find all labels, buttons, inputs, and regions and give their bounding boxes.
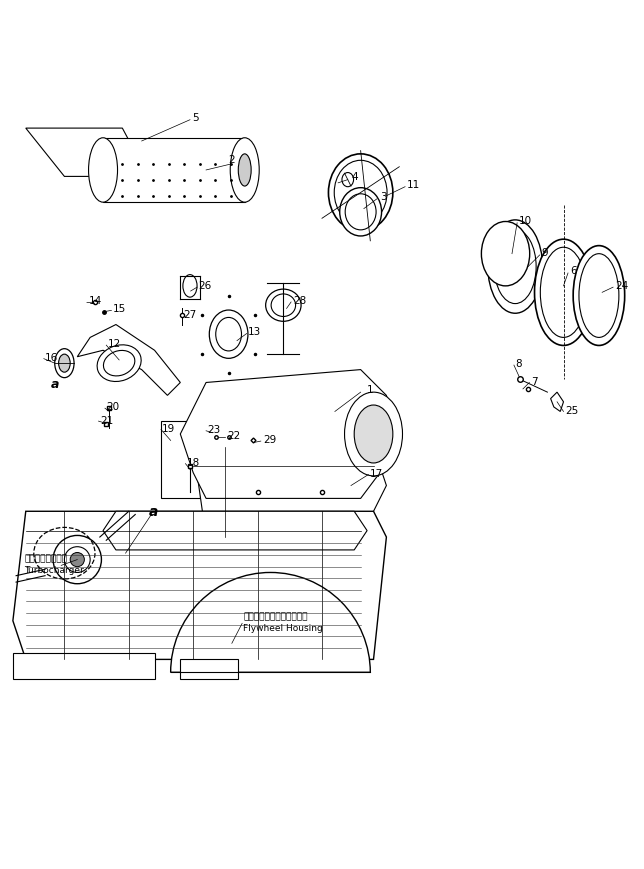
- Ellipse shape: [53, 536, 102, 584]
- Text: 3: 3: [380, 191, 386, 202]
- Ellipse shape: [507, 255, 523, 280]
- Ellipse shape: [64, 547, 90, 573]
- Ellipse shape: [540, 248, 587, 338]
- Ellipse shape: [354, 406, 393, 463]
- Text: 16: 16: [45, 352, 59, 362]
- Text: 26: 26: [198, 281, 212, 290]
- Ellipse shape: [328, 155, 393, 232]
- Polygon shape: [26, 129, 148, 177]
- Text: 20: 20: [106, 401, 119, 412]
- Text: 28: 28: [293, 295, 307, 306]
- Text: 15: 15: [113, 304, 126, 314]
- Text: 11: 11: [407, 180, 421, 190]
- Ellipse shape: [209, 311, 248, 359]
- Ellipse shape: [238, 155, 251, 187]
- Ellipse shape: [70, 553, 84, 567]
- Polygon shape: [180, 660, 238, 679]
- Ellipse shape: [216, 318, 242, 352]
- Text: 25: 25: [565, 405, 579, 415]
- Polygon shape: [551, 393, 564, 412]
- Text: フライホイールハウジング: フライホイールハウジング: [243, 612, 308, 621]
- Ellipse shape: [535, 240, 592, 346]
- Ellipse shape: [97, 345, 141, 382]
- Text: 8: 8: [515, 359, 522, 368]
- Text: 13: 13: [248, 327, 261, 336]
- Text: Turbocharger: Turbocharger: [24, 565, 84, 574]
- Text: 10: 10: [518, 216, 531, 225]
- Ellipse shape: [342, 173, 354, 188]
- Ellipse shape: [482, 222, 529, 287]
- Ellipse shape: [266, 289, 301, 322]
- Text: 17: 17: [370, 468, 384, 478]
- Polygon shape: [103, 512, 367, 550]
- Text: 27: 27: [184, 310, 197, 320]
- Ellipse shape: [345, 195, 376, 230]
- Bar: [13, 653, 155, 679]
- Text: 23: 23: [207, 424, 221, 434]
- Text: 14: 14: [89, 295, 102, 306]
- Ellipse shape: [271, 295, 296, 317]
- Ellipse shape: [104, 351, 135, 376]
- Ellipse shape: [89, 138, 118, 203]
- Text: 6: 6: [570, 265, 576, 275]
- Bar: [103, 138, 245, 203]
- Ellipse shape: [345, 393, 402, 476]
- Ellipse shape: [579, 255, 619, 338]
- Text: 21: 21: [100, 415, 113, 425]
- Wedge shape: [171, 573, 370, 673]
- Ellipse shape: [488, 221, 542, 314]
- Text: 22: 22: [227, 431, 241, 441]
- Ellipse shape: [183, 275, 197, 298]
- Ellipse shape: [334, 161, 387, 225]
- Polygon shape: [161, 421, 200, 499]
- Text: a: a: [149, 505, 158, 519]
- Text: a: a: [50, 378, 59, 391]
- Text: 7: 7: [531, 377, 538, 387]
- Text: 12: 12: [108, 338, 122, 348]
- Text: 29: 29: [263, 434, 276, 445]
- Text: 2: 2: [229, 155, 235, 165]
- Ellipse shape: [495, 230, 536, 304]
- Ellipse shape: [59, 355, 70, 373]
- Ellipse shape: [55, 349, 74, 378]
- Text: 9: 9: [541, 249, 547, 258]
- Polygon shape: [180, 370, 399, 499]
- Polygon shape: [13, 512, 386, 660]
- Ellipse shape: [340, 189, 382, 236]
- Text: 19: 19: [162, 423, 176, 433]
- Text: ターボチャージャ: ターボチャージャ: [24, 554, 68, 562]
- Text: 24: 24: [615, 281, 629, 290]
- Text: Flywheel Housing: Flywheel Housing: [243, 623, 323, 632]
- Text: 1: 1: [367, 384, 374, 395]
- Polygon shape: [77, 325, 180, 396]
- Ellipse shape: [573, 246, 625, 346]
- Text: 4: 4: [351, 172, 357, 182]
- Polygon shape: [193, 448, 386, 537]
- Text: 5: 5: [192, 113, 198, 123]
- Text: 18: 18: [187, 457, 200, 468]
- Ellipse shape: [231, 138, 259, 203]
